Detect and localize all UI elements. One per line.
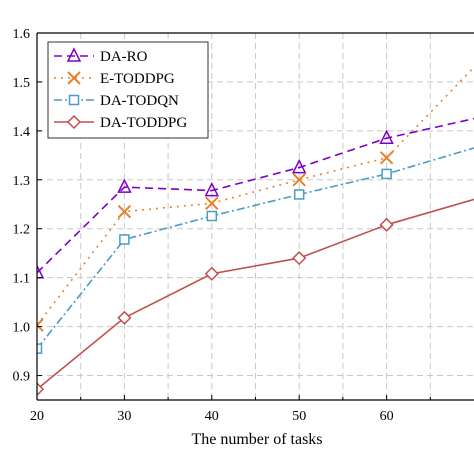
y-tick-label: 1.6	[13, 27, 31, 42]
data-point-x-stroke	[205, 196, 219, 210]
y-tick-label: 1.2	[13, 223, 31, 238]
data-point-x-stroke	[379, 151, 394, 165]
data-point-x-stroke	[37, 318, 44, 327]
data-point-x	[379, 151, 394, 165]
x-tick-label: 50	[292, 409, 306, 424]
y-tick-label: 0.9	[13, 370, 31, 385]
x-tick-label: 60	[380, 409, 394, 424]
data-point-triangle	[117, 178, 132, 193]
y-tick-label: 1.0	[13, 321, 31, 336]
data-point-x-stroke	[67, 71, 81, 85]
data-point-square	[119, 234, 130, 245]
legend-item: E-TODDPG	[54, 71, 175, 87]
data-point-triangle	[291, 158, 307, 174]
y-tick-label: 1.5	[13, 76, 31, 91]
legend-label: E-TODDPG	[100, 71, 175, 87]
legend-item: DA-TODQN	[54, 93, 179, 109]
data-point-diamond	[204, 266, 219, 281]
series-line	[37, 198, 474, 390]
x-tick-label: 20	[30, 409, 44, 424]
data-point-x	[117, 204, 132, 219]
data-point-x-stroke	[117, 204, 132, 219]
data-point-triangle	[66, 47, 82, 62]
data-point-square	[381, 168, 392, 180]
tick-labels: 0.9 1.0 1.1 1.2 1.3 1.4 1.5 1.6 20 30 40 50 60	[13, 27, 394, 424]
data-point-square	[37, 343, 43, 354]
data-point-square	[206, 210, 218, 222]
data-point-triangle	[379, 129, 394, 144]
y-tick-label: 1.4	[13, 125, 31, 140]
series-lines	[37, 66, 474, 397]
data-point-square	[293, 189, 305, 200]
data-point-triangle	[37, 264, 45, 279]
data-point-x	[205, 196, 219, 210]
data-point-diamond	[117, 310, 132, 325]
y-tick-label: 1.1	[13, 272, 31, 287]
data-point-x	[37, 318, 44, 332]
data-point-x	[67, 71, 81, 85]
data-point-diamond	[292, 251, 307, 266]
x-axis-label: The number of tasks	[191, 431, 322, 448]
legend: DA-RO E-TODDPG DA-TODQN DA-TODDPG	[47, 41, 209, 139]
legend-label: DA-TODQN	[100, 93, 179, 109]
series-da-toddpg	[37, 198, 474, 397]
data-point-triangle	[204, 181, 220, 197]
series-e-toddpg	[37, 66, 474, 332]
legend-item: DA-RO	[54, 47, 148, 65]
data-point-x-stroke	[37, 323, 44, 332]
legend-item: DA-TODDPG	[54, 114, 187, 131]
y-tick-label: 1.3	[13, 174, 31, 189]
data-point-diamond	[37, 382, 45, 397]
data-point-diamond	[379, 217, 394, 232]
series-line	[37, 147, 474, 350]
x-tick-label: 40	[205, 409, 219, 424]
data-point-x-stroke	[292, 173, 306, 187]
data-point-diamond	[66, 114, 82, 130]
series-da-ro	[37, 117, 474, 279]
series-da-todqn	[37, 147, 474, 354]
series-line	[37, 117, 474, 274]
data-point-square	[68, 94, 80, 106]
series-line	[37, 66, 474, 326]
data-point-x	[292, 173, 306, 187]
legend-label: DA-TODDPG	[100, 115, 187, 131]
axes	[36, 32, 474, 401]
legend-label: DA-RO	[100, 49, 148, 65]
x-tick-label: 30	[117, 409, 131, 424]
